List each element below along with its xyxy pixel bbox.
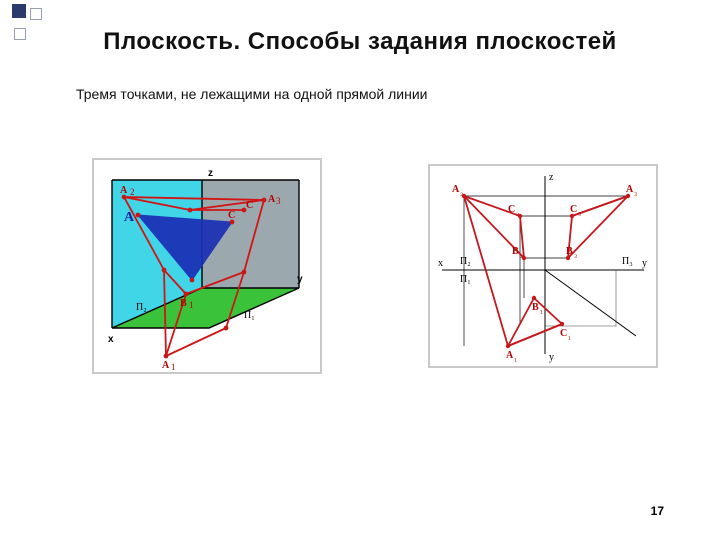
svg-text:A: A xyxy=(268,194,276,205)
svg-text:П₁: П₁ xyxy=(244,310,255,321)
svg-text:C: C xyxy=(228,210,235,221)
svg-text:B: B xyxy=(512,246,519,257)
page-title: Плоскость. Способы задания плоскостей xyxy=(0,28,720,56)
svg-text:B: B xyxy=(532,302,539,313)
svg-text:y: y xyxy=(549,352,554,363)
svg-text:A: A xyxy=(120,185,128,196)
svg-text:₁: ₁ xyxy=(540,304,543,314)
svg-text:A: A xyxy=(162,360,170,371)
figure-epure: xyzyП₂П₁П₃A₁A₂A₃B₁B₂B₃C₁C₂C₃ xyxy=(428,164,658,368)
svg-text:П₂: П₂ xyxy=(136,302,147,313)
svg-text:П₃: П₃ xyxy=(622,256,633,267)
svg-text:₃: ₃ xyxy=(574,248,577,258)
svg-text:y: y xyxy=(297,274,303,285)
svg-text:y: y xyxy=(642,258,647,269)
svg-text:B: B xyxy=(566,246,573,257)
svg-text:C: C xyxy=(570,204,577,215)
svg-text:₁: ₁ xyxy=(568,330,571,340)
svg-text:z: z xyxy=(208,168,213,179)
svg-text:C: C xyxy=(560,328,567,339)
svg-text:A: A xyxy=(124,210,135,225)
svg-text:C: C xyxy=(508,204,515,215)
svg-text:A: A xyxy=(452,184,460,195)
svg-text:A: A xyxy=(506,350,514,361)
svg-text:₁: ₁ xyxy=(514,352,517,362)
svg-text:x: x xyxy=(108,334,114,345)
svg-text:x: x xyxy=(438,258,443,269)
figure-3d-projection: zxyA2A3A1ACB1CП₂П₁ xyxy=(92,158,322,374)
svg-text:₃: ₃ xyxy=(634,186,637,196)
svg-text:1: 1 xyxy=(189,300,194,310)
svg-text:C: C xyxy=(246,200,253,211)
page-subtitle: Тремя точками, не лежащими на одной прям… xyxy=(76,86,428,102)
svg-text:B: B xyxy=(180,298,187,309)
svg-text:2: 2 xyxy=(130,187,135,197)
page-number: 17 xyxy=(651,504,664,518)
svg-text:₃: ₃ xyxy=(578,206,581,216)
svg-text:П₁: П₁ xyxy=(460,274,471,285)
svg-text:₂: ₂ xyxy=(460,186,463,196)
svg-text:₂: ₂ xyxy=(520,248,523,258)
svg-text:A: A xyxy=(626,184,634,195)
svg-text:₂: ₂ xyxy=(516,206,519,216)
svg-text:3: 3 xyxy=(276,196,281,206)
svg-text:1: 1 xyxy=(171,362,176,372)
svg-text:П₂: П₂ xyxy=(460,256,471,267)
svg-text:z: z xyxy=(549,172,554,183)
